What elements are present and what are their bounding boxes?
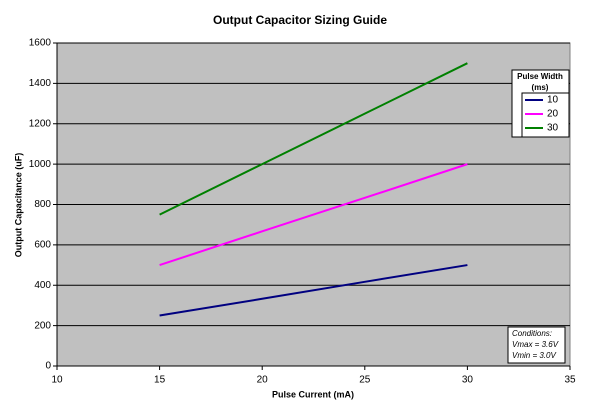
x-tick-label: 30 (462, 375, 474, 386)
legend-title: (ms) (532, 83, 549, 92)
annotation: Conditions: (512, 329, 552, 338)
annotation: Vmax = 3.6V (512, 340, 559, 349)
y-tick-label: 1600 (29, 38, 52, 49)
annotation-box (507, 326, 566, 364)
y-tick-label: 1200 (29, 118, 52, 129)
y-tick-label: 400 (34, 280, 51, 291)
x-tick-label: 25 (359, 375, 371, 386)
annotation: Vmin = 3.0V (512, 351, 556, 360)
y-tick-label: 800 (34, 199, 51, 210)
chart-title: Output Capacitor Sizing Guide (213, 13, 387, 27)
series-line (159, 62, 468, 216)
series-line (159, 163, 468, 267)
legend-label: 10 (547, 95, 559, 106)
series-line (159, 264, 468, 317)
x-tick-label: 15 (154, 375, 166, 386)
legend-label: 30 (547, 123, 559, 134)
x-tick-label: 10 (51, 375, 63, 386)
y-axis-label: Output Capacitance (uF) (13, 153, 23, 258)
y-tick-label: 1000 (29, 159, 52, 170)
x-tick-label: 20 (257, 375, 269, 386)
y-tick-label: 200 (34, 320, 51, 331)
legend-label: 20 (547, 109, 559, 120)
y-tick-label: 600 (34, 240, 51, 251)
y-tick-label: 0 (45, 361, 51, 372)
x-axis-label: Pulse Current (mA) (272, 389, 354, 399)
legend-title: Pulse Width (517, 72, 563, 81)
x-tick-label: 35 (564, 375, 576, 386)
y-tick-label: 1400 (29, 78, 52, 89)
